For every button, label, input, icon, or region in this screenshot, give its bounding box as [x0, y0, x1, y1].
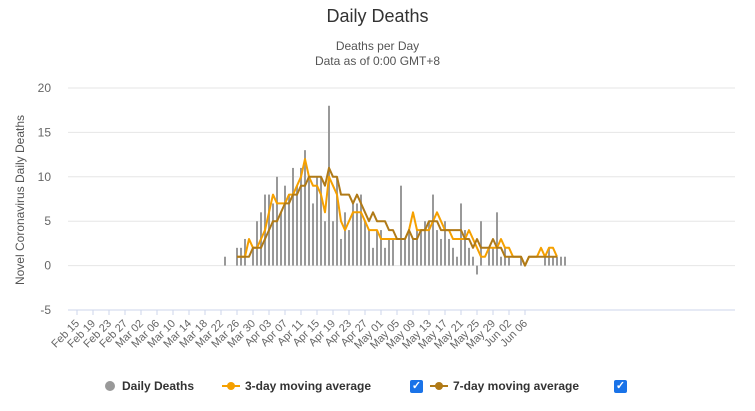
bar-daily-deaths[interactable] [348, 230, 350, 266]
legend-label-daily-deaths: Daily Deaths [122, 379, 195, 393]
legend-marker-7-day [430, 382, 448, 390]
y-axis-label: Novel Coronavirus Daily Deaths [13, 115, 27, 285]
y-tick-label: 15 [38, 125, 52, 139]
bar-daily-deaths[interactable] [360, 194, 362, 266]
bar-daily-deaths[interactable] [308, 176, 310, 266]
bar-daily-deaths[interactable] [400, 185, 402, 266]
bar-daily-deaths[interactable] [280, 212, 282, 266]
bar-daily-deaths[interactable] [480, 221, 482, 266]
bar-daily-deaths[interactable] [428, 221, 430, 266]
bar-daily-deaths[interactable] [388, 238, 390, 266]
y-tick-label: -5 [40, 303, 51, 317]
bar-daily-deaths[interactable] [336, 176, 338, 266]
line-7-day-moving-average[interactable] [237, 166, 557, 267]
bar-daily-deaths[interactable] [416, 230, 418, 266]
chart-title: Daily Deaths [326, 6, 429, 26]
bar-daily-deaths[interactable] [384, 247, 386, 266]
bar-daily-deaths[interactable] [496, 212, 498, 266]
bar-daily-deaths[interactable] [392, 238, 394, 266]
chart-subtitle-line-2: Data as of 0:00 GMT+8 [314, 54, 441, 68]
bar-daily-deaths[interactable] [488, 247, 490, 266]
bar-daily-deaths[interactable] [296, 185, 298, 266]
y-tick-label: 5 [44, 214, 51, 228]
bar-daily-deaths[interactable] [420, 230, 422, 266]
bar-daily-deaths[interactable] [448, 238, 450, 266]
legend: Daily Deaths 3-day moving average ✓ 7-da… [0, 376, 755, 396]
bar-daily-deaths[interactable] [284, 185, 286, 266]
checkbox-3-day[interactable]: ✓ [410, 379, 423, 393]
bar-daily-deaths[interactable] [300, 167, 302, 266]
bar-daily-deaths[interactable] [376, 230, 378, 266]
checkbox-7-day[interactable]: ✓ [614, 379, 627, 393]
legend-marker-3-day [222, 382, 240, 390]
bar-daily-deaths[interactable] [456, 256, 458, 266]
bar-daily-deaths[interactable] [408, 230, 410, 266]
bar-daily-deaths[interactable] [380, 230, 382, 266]
y-tick-label: 0 [44, 259, 51, 273]
bar-daily-deaths[interactable] [552, 256, 554, 266]
bar-daily-deaths[interactable] [324, 221, 326, 266]
legend-item-daily-deaths[interactable]: Daily Deaths [103, 376, 194, 396]
bar-daily-deaths[interactable] [472, 256, 474, 266]
bar-daily-deaths[interactable] [332, 221, 334, 266]
y-tick-label: 20 [38, 81, 52, 95]
bar-daily-deaths[interactable] [304, 150, 306, 266]
bar-daily-deaths[interactable] [464, 230, 466, 266]
bar-daily-deaths[interactable] [372, 247, 374, 266]
bar-daily-deaths[interactable] [460, 203, 462, 266]
bar-daily-deaths[interactable] [292, 167, 294, 266]
toggle-3-day-checkbox[interactable]: ✓ [410, 376, 423, 396]
bar-daily-deaths[interactable] [288, 194, 290, 266]
bar-daily-deaths[interactable] [316, 176, 318, 266]
bar-daily-deaths[interactable] [368, 230, 370, 266]
bar-daily-deaths[interactable] [468, 247, 470, 266]
bar-daily-deaths[interactable] [544, 256, 546, 266]
bar-daily-deaths[interactable] [312, 203, 314, 266]
toggle-7-day-checkbox[interactable]: ✓ [614, 376, 627, 396]
y-axis: -5 0 5 10 15 20 [38, 81, 52, 317]
bar-daily-deaths[interactable] [452, 247, 454, 266]
bar-daily-deaths[interactable] [424, 221, 426, 266]
bar-daily-deaths[interactable] [432, 194, 434, 266]
bar-daily-deaths[interactable] [492, 247, 494, 266]
legend-label-7-day: 7-day moving average [453, 379, 580, 393]
line-series [237, 158, 558, 267]
bar-daily-deaths[interactable] [404, 238, 406, 266]
bar-daily-deaths[interactable] [272, 203, 274, 266]
bar-daily-deaths[interactable] [520, 256, 522, 266]
bar-daily-deaths[interactable] [352, 203, 354, 266]
bar-daily-deaths[interactable] [560, 256, 562, 266]
bar-daily-deaths[interactable] [224, 256, 226, 266]
legend-marker-daily-deaths [105, 381, 115, 391]
bar-daily-deaths[interactable] [356, 203, 358, 266]
legend-item-7-day[interactable]: 7-day moving average [430, 376, 579, 396]
bar-daily-deaths[interactable] [476, 265, 478, 275]
bar-daily-deaths[interactable] [564, 256, 566, 266]
bar-daily-deaths[interactable] [444, 221, 446, 266]
bar-daily-deaths[interactable] [364, 221, 366, 266]
bar-daily-deaths[interactable] [440, 238, 442, 266]
bar-series [224, 105, 566, 275]
y-tick-label: 10 [38, 170, 52, 184]
bar-daily-deaths[interactable] [508, 256, 510, 266]
bar-daily-deaths[interactable] [500, 256, 502, 266]
legend-label-3-day: 3-day moving average [245, 379, 372, 393]
bar-daily-deaths[interactable] [556, 256, 558, 266]
bar-daily-deaths[interactable] [340, 238, 342, 266]
bar-daily-deaths[interactable] [436, 230, 438, 266]
bar-daily-deaths[interactable] [344, 212, 346, 266]
legend-item-3-day[interactable]: 3-day moving average [222, 376, 371, 396]
bar-daily-deaths[interactable] [256, 221, 258, 266]
bar-daily-deaths[interactable] [320, 176, 322, 266]
chart-subtitle-line-1: Deaths per Day [335, 39, 420, 53]
bar-daily-deaths[interactable] [252, 247, 254, 266]
bar-daily-deaths[interactable] [412, 238, 414, 266]
